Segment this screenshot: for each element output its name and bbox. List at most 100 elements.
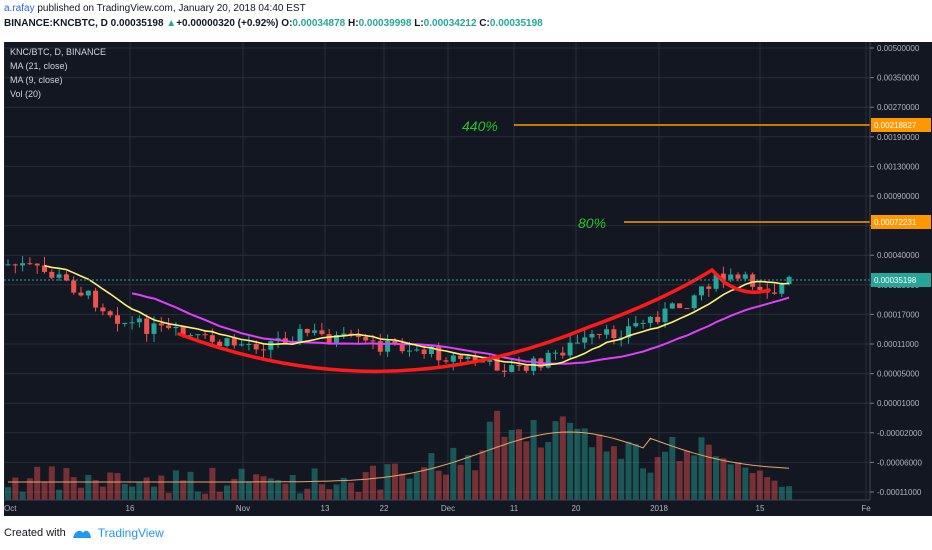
candle-body bbox=[647, 316, 653, 323]
candle-body bbox=[509, 365, 515, 372]
candle-body bbox=[458, 355, 464, 359]
volume-bar bbox=[311, 468, 318, 500]
candle-body bbox=[319, 330, 325, 335]
volume-bar bbox=[194, 491, 201, 500]
volume-bar bbox=[552, 421, 559, 500]
candle-body bbox=[691, 295, 697, 309]
low-value: 0.00034212 bbox=[423, 18, 477, 29]
candle-body bbox=[655, 316, 661, 323]
candle-body bbox=[728, 274, 734, 280]
candle-body bbox=[268, 341, 274, 350]
volume-bar bbox=[771, 480, 778, 500]
volume-bar bbox=[121, 483, 128, 500]
price-tags: 0.00218827 0.00072231 0.00035198 bbox=[871, 118, 931, 287]
candle-body bbox=[341, 333, 347, 335]
target-price-tag-label: 0.00072231 bbox=[874, 218, 917, 227]
volume-bar bbox=[596, 434, 603, 500]
time-tick-label: 15 bbox=[756, 504, 765, 513]
candle-body bbox=[12, 264, 18, 266]
candle-body bbox=[100, 307, 106, 312]
time-axis[interactable] bbox=[4, 500, 932, 516]
candle-body bbox=[56, 274, 62, 278]
volume-bar bbox=[12, 477, 19, 500]
price-tick-label: 0.00011000 bbox=[877, 340, 919, 349]
target-label: 440% bbox=[462, 118, 498, 134]
volume-bar bbox=[756, 470, 763, 500]
candle-body bbox=[355, 335, 361, 338]
volume-bar bbox=[384, 464, 391, 500]
volume-bar bbox=[589, 447, 595, 500]
high-label: H: bbox=[348, 18, 359, 29]
volume-bar bbox=[625, 441, 632, 500]
legend-item: MA (9, close) bbox=[10, 75, 63, 85]
volume-bar bbox=[107, 472, 114, 500]
time-tick-label: 22 bbox=[380, 504, 389, 513]
candle-body bbox=[414, 349, 420, 351]
volume-bar bbox=[698, 437, 705, 500]
target-price-tag bbox=[871, 118, 931, 132]
candle-body bbox=[188, 335, 193, 337]
candle-body bbox=[523, 365, 529, 371]
candle-body bbox=[582, 337, 588, 343]
price-tick-label: 0.00040000 bbox=[877, 251, 920, 260]
tradingview-brand[interactable]: TradingView bbox=[97, 526, 164, 540]
volume-bar bbox=[275, 479, 282, 500]
candle-body bbox=[779, 283, 785, 294]
candle-body bbox=[501, 370, 507, 372]
volume-bar bbox=[304, 488, 311, 500]
candle-body bbox=[662, 308, 668, 323]
volume-bar bbox=[187, 471, 194, 500]
volume-bar bbox=[610, 446, 617, 500]
volume-bar bbox=[56, 489, 63, 500]
candle-body bbox=[735, 274, 741, 279]
volume-bar bbox=[224, 485, 230, 500]
candle-body bbox=[772, 292, 777, 294]
volume-bar bbox=[180, 480, 187, 500]
candle-body bbox=[545, 352, 551, 368]
volume-bar bbox=[216, 491, 223, 500]
volume-bar bbox=[289, 475, 296, 500]
time-tick-label: Dec bbox=[441, 504, 455, 513]
candle-body bbox=[363, 337, 369, 341]
last-price-tag bbox=[871, 273, 931, 287]
candle-body bbox=[122, 322, 128, 324]
volume-bar bbox=[158, 475, 165, 500]
price-tick-label: -0.00011000 bbox=[877, 488, 922, 497]
candle-body bbox=[589, 333, 595, 338]
time-tick-label: Oct bbox=[4, 504, 17, 513]
volume-bar bbox=[457, 464, 464, 500]
candle-body bbox=[669, 303, 675, 309]
tradingview-logo-icon bbox=[72, 530, 91, 538]
volume-bar bbox=[428, 453, 435, 500]
volume-bar bbox=[172, 470, 179, 500]
volume-bar bbox=[348, 482, 355, 500]
price-tick-label: 0.00090000 bbox=[877, 192, 920, 201]
volume-bar bbox=[78, 487, 84, 500]
volume-bar bbox=[34, 466, 41, 500]
volume-bar bbox=[727, 464, 734, 500]
change-arrow-icon: ▲ bbox=[166, 18, 177, 29]
volume-bar bbox=[662, 451, 668, 500]
open-value: 0.00034878 bbox=[292, 18, 346, 29]
price-tick-label: 0.00190000 bbox=[877, 133, 920, 142]
volume-bar bbox=[99, 486, 106, 500]
volume-bar bbox=[5, 487, 11, 500]
target-label: 80% bbox=[578, 215, 606, 231]
volume-bar bbox=[253, 474, 260, 500]
price-tick-label: 0.00270000 bbox=[877, 103, 920, 112]
candle-body bbox=[297, 329, 303, 343]
volume-bar bbox=[443, 474, 449, 500]
candle-body bbox=[253, 343, 259, 350]
volume-bar bbox=[231, 478, 238, 500]
candle-body bbox=[385, 340, 391, 352]
author-link[interactable]: a.rafay bbox=[4, 3, 35, 14]
volume-bar bbox=[92, 480, 99, 500]
price-chart[interactable]: 440% 80% 0.00500000 0.00350000 0.00270000 0.… bbox=[3, 42, 932, 516]
candle-body bbox=[5, 264, 11, 266]
price-tick-label: 0.00017000 bbox=[877, 310, 920, 319]
footer: Created with TradingView bbox=[4, 526, 164, 540]
symbol-info: BINANCE:KNCBTC, D 0.00035198 ▲+0.0000032… bbox=[4, 18, 543, 29]
volume-bar bbox=[318, 484, 325, 500]
chart-area[interactable]: 440% 80% 0.00500000 0.00350000 0.00270000 0.… bbox=[3, 42, 932, 516]
volume-bar bbox=[260, 476, 267, 500]
